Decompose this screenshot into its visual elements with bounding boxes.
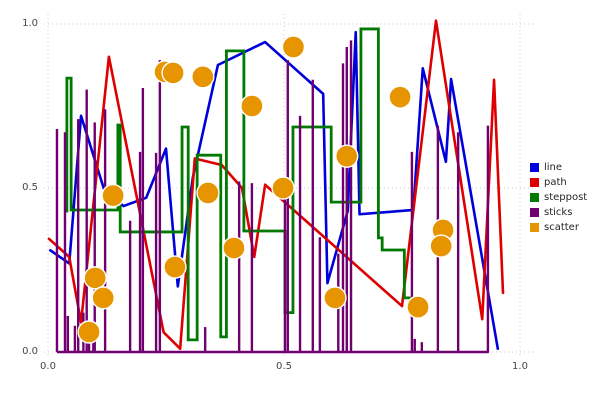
legend-swatch-path: [530, 178, 539, 187]
legend-label-steppost: steppost: [544, 192, 588, 203]
x-tick-label-1.0: 1.0: [512, 361, 528, 372]
legend-label-path: path: [544, 177, 567, 188]
legend-swatch-line: [530, 163, 539, 172]
legend-label-scatter: scatter: [544, 222, 579, 233]
steppost-series: [64, 27, 411, 342]
legend-label-line: line: [544, 162, 563, 173]
legend-item-steppost: steppost: [530, 190, 587, 205]
legend-swatch-steppost: [530, 193, 539, 202]
legend-swatch-sticks: [530, 208, 539, 217]
legend-item-line: line: [530, 160, 587, 175]
x-tick-label-0.5: 0.5: [276, 361, 292, 372]
legend-item-path: path: [530, 175, 587, 190]
scatter-series: [77, 35, 455, 344]
legend-item-scatter: scatter: [530, 220, 587, 235]
legend: line path steppost sticks scatter: [530, 160, 587, 235]
y-tick-label-1.0: 1.0: [22, 17, 38, 29]
y-tick-label-0.0: 0.0: [22, 345, 38, 357]
legend-swatch-scatter: [530, 223, 539, 232]
y-tick-label-0.5: 0.5: [22, 181, 38, 193]
legend-label-sticks: sticks: [544, 207, 573, 218]
legend-item-sticks: sticks: [530, 205, 587, 220]
x-tick-label-0.0: 0.0: [40, 361, 56, 372]
